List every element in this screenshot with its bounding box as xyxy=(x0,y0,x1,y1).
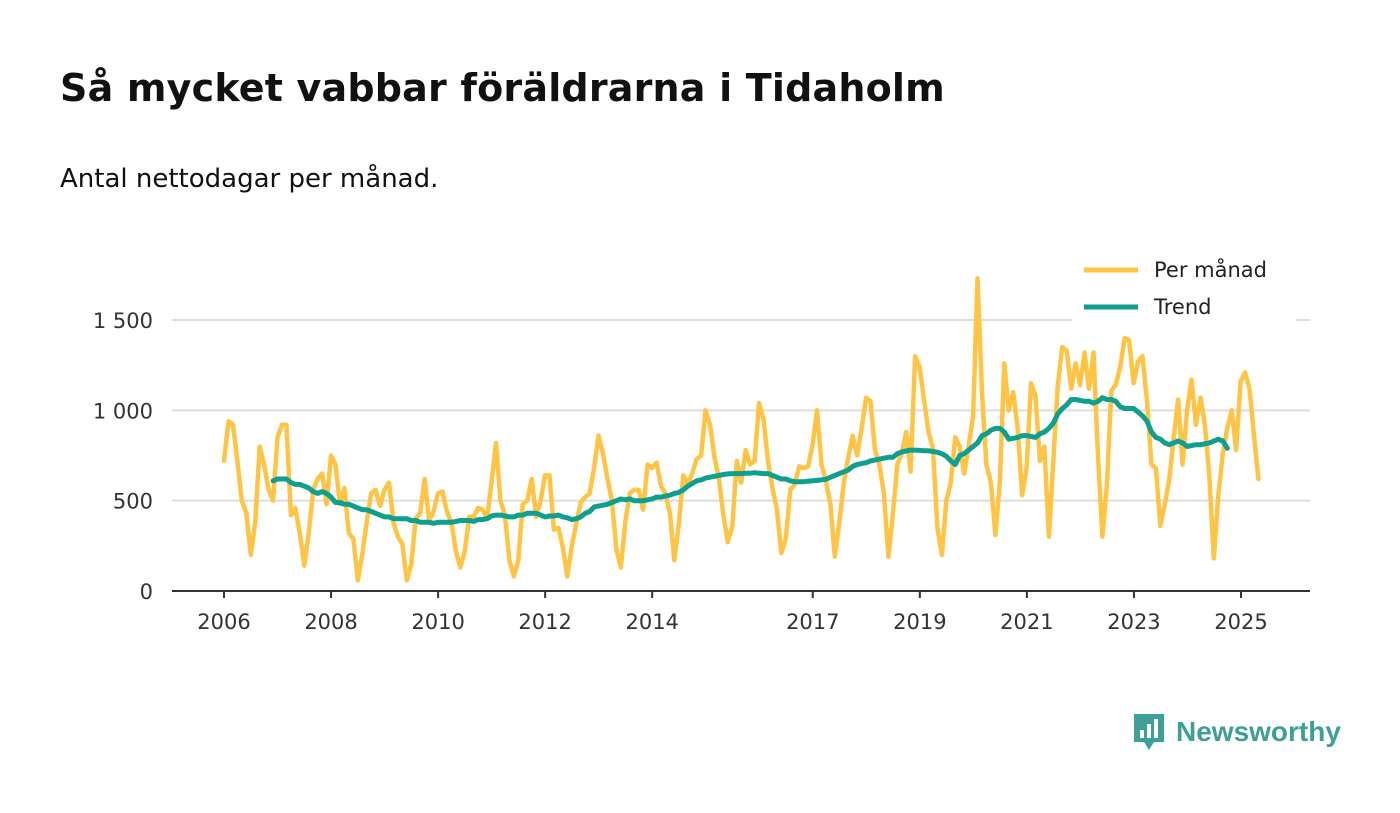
x-tick-label: 2014 xyxy=(625,610,678,634)
legend-label-per-manad: Per månad xyxy=(1154,257,1267,282)
chart-subtitle: Antal nettodagar per månad. xyxy=(60,164,439,194)
series-line-per-manad xyxy=(221,276,1261,583)
legend: Per månad Trend xyxy=(1072,252,1296,322)
x-tick-label: 2023 xyxy=(1107,610,1160,634)
y-axis-labels: 0 500 1 000 1 500 xyxy=(93,309,153,604)
legend-background xyxy=(1072,252,1296,322)
newsworthy-logo: Newsworthy xyxy=(1132,712,1341,752)
x-tick-label: 2019 xyxy=(893,610,946,634)
x-axis-ticks xyxy=(223,591,1242,598)
y-tick-label: 0 xyxy=(140,580,153,604)
chart-title: Så mycket vabbar föräldrarna i Tidaholm xyxy=(60,66,945,110)
x-tick-label: 2006 xyxy=(197,610,250,634)
series-lines xyxy=(221,276,1261,583)
x-tick-label: 2008 xyxy=(304,610,357,634)
x-tick-label: 2025 xyxy=(1214,610,1267,634)
x-tick-label: 2017 xyxy=(786,610,839,634)
y-tick-label: 1 000 xyxy=(93,399,153,423)
y-tick-label: 500 xyxy=(113,490,153,514)
newsworthy-icon xyxy=(1134,714,1164,750)
x-tick-label: 2021 xyxy=(1000,610,1053,634)
y-tick-label: 1 500 xyxy=(93,309,153,333)
x-axis-labels: 2006 2008 2010 2012 2014 2017 2019 2021 2023 2025 xyxy=(197,610,1267,634)
x-tick-label: 2012 xyxy=(518,610,571,634)
series-line-trend xyxy=(270,395,1230,526)
x-tick-label: 2010 xyxy=(411,610,464,634)
legend-label-trend: Trend xyxy=(1153,295,1211,319)
brand-name: Newsworthy xyxy=(1176,716,1341,747)
